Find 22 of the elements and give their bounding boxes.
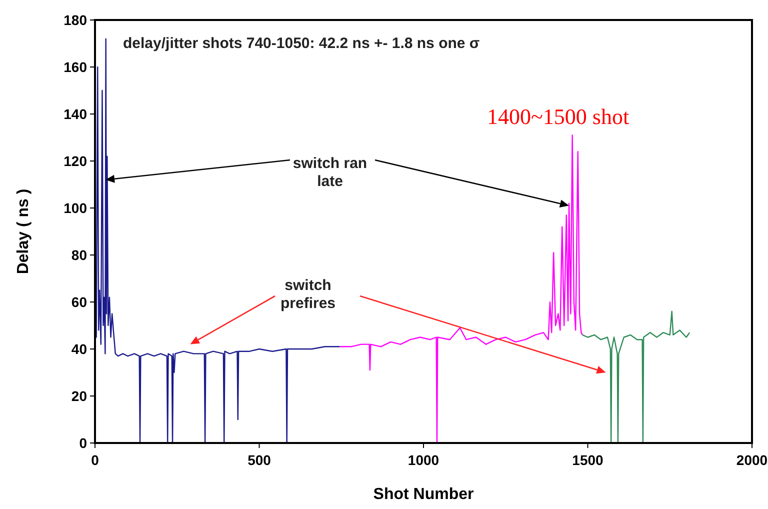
y-tick-label: 40	[71, 340, 88, 357]
y-tick-label: 100	[64, 200, 88, 216]
annotation: delay/jitter shots 740-1050: 42.2 ns +- 1.8 ns one σ	[123, 35, 480, 52]
y-tick-label: 160	[64, 58, 88, 75]
annotation: 1400~1500 shot	[487, 104, 630, 129]
y-tick-label: 140	[64, 106, 88, 122]
annotation: switch prefires	[280, 277, 336, 312]
y-tick-label: 80	[71, 246, 88, 263]
x-tick-label: 500	[248, 452, 272, 468]
y-tick-label: 20	[71, 388, 88, 404]
x-tick-label: 1500	[572, 452, 604, 468]
y-tick-label: 60	[71, 294, 88, 310]
y-tick-label: 0	[79, 434, 88, 451]
line-series	[582, 310, 690, 444]
x-tick-label: 0	[91, 452, 100, 468]
y-axis-title: Delay ( ns )	[15, 188, 32, 274]
x-tick-label: 2000	[736, 452, 768, 468]
y-tick-label: 120	[64, 152, 88, 169]
annotation: switch ran late	[292, 155, 368, 190]
y-tick-label: 180	[64, 12, 88, 28]
x-axis-title: Shot Number	[373, 486, 474, 503]
x-tick-label: 1000	[408, 452, 440, 468]
